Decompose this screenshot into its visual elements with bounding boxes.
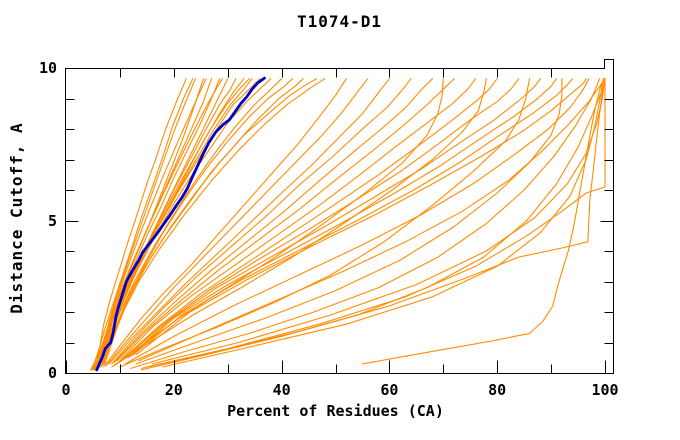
chart-title: T1074-D1 — [296, 12, 383, 31]
model-curve — [124, 78, 520, 359]
model-curve — [100, 78, 304, 368]
model-curve — [146, 79, 606, 368]
model-curve — [122, 78, 498, 360]
model-curve — [111, 78, 412, 365]
y-tick-label: 0 — [47, 364, 57, 382]
x-tick-label: 60 — [380, 381, 399, 399]
model-curve — [116, 78, 455, 362]
model-curve — [94, 78, 207, 369]
model-curve — [132, 78, 574, 356]
x-tick-label: 100 — [591, 381, 619, 399]
model-curve — [130, 78, 601, 369]
plot-frame — [65, 59, 614, 374]
model-curve — [105, 78, 369, 366]
model-curve — [135, 78, 587, 356]
model-curve — [97, 78, 283, 369]
model-curve — [97, 78, 223, 368]
model-curve — [103, 78, 347, 368]
model-curve — [151, 78, 606, 365]
model-curve — [104, 78, 318, 365]
model-curve — [119, 78, 477, 362]
model-curve — [113, 78, 434, 363]
model-curve — [138, 78, 606, 362]
x-tick-label: 20 — [164, 381, 183, 399]
model-curve — [162, 78, 604, 368]
reference-curve — [95, 76, 266, 372]
model-curve — [113, 78, 487, 366]
y-tick-label: 10 — [38, 59, 57, 77]
model-curve — [130, 78, 558, 357]
model-curve — [135, 78, 563, 365]
y-tick-label: 5 — [47, 211, 57, 230]
x-tick-label: 80 — [488, 381, 507, 399]
x-tick-label: 0 — [61, 381, 71, 399]
model-curve — [124, 78, 590, 365]
x-tick-label: 40 — [272, 381, 291, 399]
model-curve — [102, 78, 272, 366]
model-curve — [95, 78, 326, 371]
model-curve — [140, 78, 605, 371]
x-axis-title: Percent of Residues (CA) — [227, 402, 444, 420]
model-curve — [127, 78, 541, 359]
model-curve — [361, 78, 606, 365]
model-curve — [91, 78, 194, 371]
model-curve — [108, 78, 390, 365]
model-curve — [103, 78, 293, 365]
model-curve — [140, 79, 606, 369]
model-curve — [111, 78, 444, 368]
model-curve — [92, 78, 187, 369]
